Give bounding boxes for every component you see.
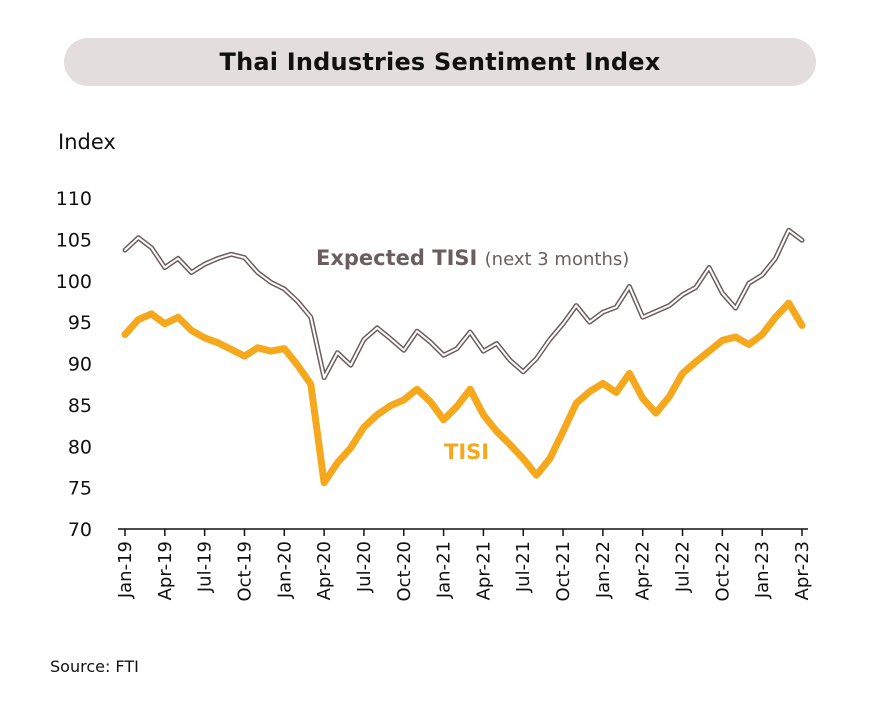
x-tick-label: Jul-21 (513, 541, 534, 593)
x-tick-label: Jan-23 (752, 541, 773, 599)
y-tick-label: 100 (56, 271, 92, 293)
source-note: Source: FTI (50, 657, 139, 676)
x-tick-label: Jan-20 (274, 541, 295, 599)
chart-title: Thai Industries Sentiment Index (219, 48, 661, 76)
y-tick-label: 85 (68, 395, 92, 417)
y-tick-label: 105 (56, 229, 92, 251)
y-tick-label: 95 (68, 312, 92, 334)
x-tick-label: Oct-22 (712, 541, 733, 602)
x-tick-label: Oct-21 (553, 541, 574, 602)
series-labels: Expected TISI (next 3 months) TISI (316, 246, 629, 464)
expected-tisi-line-inner (124, 229, 803, 379)
x-tick-label: Oct-20 (394, 541, 415, 602)
y-tick-label: 110 (56, 188, 92, 210)
expected-tisi-name: Expected TISI (316, 246, 485, 270)
x-tick-label: Apr-22 (633, 541, 654, 600)
y-axis-unit-label: Index (58, 130, 116, 154)
chart-title-bar: Thai Industries Sentiment Index (64, 38, 816, 86)
x-tick-label: Apr-21 (473, 541, 494, 600)
y-tick-label: 80 (68, 436, 92, 458)
y-tick-label: 70 (68, 519, 92, 541)
x-tick-label: Apr-20 (314, 541, 335, 600)
tisi-line (121, 299, 806, 487)
x-tick-label: Jul-19 (195, 541, 216, 593)
y-tick-label: 75 (68, 478, 92, 500)
expected-tisi-label: Expected TISI (next 3 months) (316, 246, 629, 270)
x-tick-label: Jul-20 (354, 541, 375, 593)
x-axis-ticks: Jan-19 Apr-19 Jul-19 Oct-19 Jan-20 Apr-20 Jul-… (115, 529, 813, 602)
x-tick-label: Apr-19 (155, 541, 176, 600)
x-tick-label: Jan-22 (593, 541, 614, 599)
expected-tisi-suffix: (next 3 months) (485, 249, 630, 270)
x-tick-label: Jan-21 (434, 541, 455, 599)
tisi-label: TISI (444, 440, 489, 464)
series-group (121, 227, 806, 487)
x-tick-label: Jul-22 (673, 541, 694, 593)
y-tick-label: 90 (68, 354, 92, 376)
x-tick-label: Oct-19 (234, 541, 255, 602)
x-tick-label: Jan-19 (115, 541, 136, 599)
y-axis-ticks: 70 75 80 85 90 95 100 105 110 (56, 188, 92, 541)
x-tick-label: Apr-23 (792, 541, 813, 600)
